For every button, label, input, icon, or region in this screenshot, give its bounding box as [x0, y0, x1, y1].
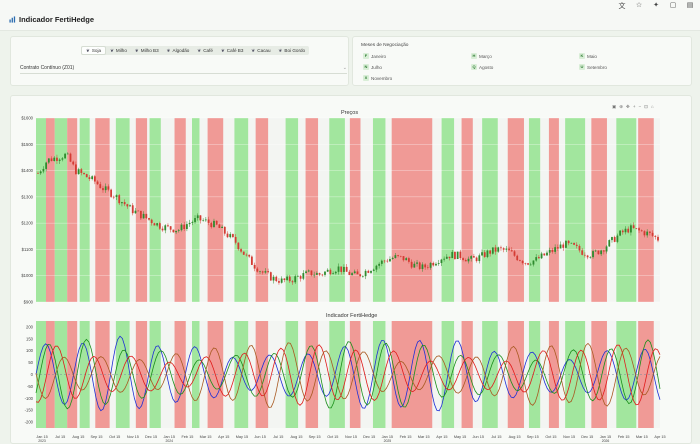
tab-boi-gordo[interactable]: ❦ Boi Gordo: [275, 46, 310, 55]
tab-label: Algodão: [172, 48, 190, 53]
commodity-icon: ❦: [110, 47, 114, 53]
chevron-down-icon: ⌄: [342, 65, 347, 71]
app-title: Indicador FertiHedge: [9, 15, 94, 24]
month-name: Maio: [587, 53, 597, 59]
months-legend-title: Meses de Negociação: [361, 43, 409, 48]
star-icon[interactable]: ☆: [635, 2, 643, 9]
tab-café-b3[interactable]: ❦ Café B3: [217, 46, 247, 55]
tab-milho[interactable]: ❦ Milho: [106, 46, 131, 55]
months-legend-card: Meses de Negociação F Janeiro H Março K Maio N…: [352, 36, 692, 86]
month-name: Agosto: [479, 64, 494, 70]
commodity-icon: ❦: [220, 47, 225, 53]
extensions-icon[interactable]: ✦: [653, 2, 659, 9]
tab-soja[interactable]: ❦ Soja: [81, 46, 107, 55]
month-legend-item: F Janeiro: [363, 53, 386, 59]
chart-toolbar: ▣ ⊕ ✥ + − ⊡ ⌂: [612, 104, 654, 110]
month-name: Setembro: [587, 64, 607, 70]
app-header: Indicador FertiHedge: [0, 10, 700, 31]
tab-label: Boi Gordo: [284, 48, 306, 53]
zoom-icon[interactable]: ⊕: [619, 104, 624, 109]
price-chart-title: Preços: [341, 110, 359, 116]
autoscale-icon[interactable]: ⊡: [644, 104, 648, 109]
commodity-icon: ❦: [134, 47, 139, 53]
commodity-icon: ❦: [251, 47, 256, 53]
commodity-icon: ❦: [278, 47, 283, 53]
zoom-in-icon[interactable]: +: [632, 104, 636, 109]
tab-algodão[interactable]: ❦ Algodão: [163, 46, 194, 55]
commodity-icon: ❦: [166, 47, 171, 53]
month-legend-item: X Novembro: [363, 75, 392, 81]
month-legend-item: K Maio: [579, 53, 597, 59]
profile-icon[interactable]: ▢: [669, 2, 677, 9]
chart-icon: [9, 16, 16, 23]
menu-icon[interactable]: ▤: [686, 2, 694, 9]
tab-cacau[interactable]: ❦ Cacau: [247, 46, 274, 55]
tab-label: Soja: [91, 48, 102, 53]
reset-icon[interactable]: ⌂: [650, 104, 654, 109]
commodity-tabs: ❦ Soja ❦ Milho ❦ Milho B3 ❦ Algodão ❦ Café ❦ Café B…: [81, 46, 310, 55]
month-legend-item: H Março: [471, 53, 492, 59]
tab-label: Milho B3: [140, 48, 159, 53]
tab-café[interactable]: ❦ Café: [193, 46, 217, 55]
tab-label: Café: [203, 48, 213, 53]
commodity-icon: ❦: [197, 47, 202, 53]
month-legend-item: U Setembro: [579, 64, 607, 70]
month-code-badge: X: [363, 75, 369, 81]
tab-milho-b3[interactable]: ❦ Milho B3: [131, 46, 163, 55]
contract-select-value: Contrato Contínuo (Z01): [20, 65, 75, 71]
month-legend-item: Q Agosto: [471, 64, 493, 70]
tab-label: Café B3: [226, 48, 244, 53]
month-legend-item: N Julho: [363, 64, 382, 70]
month-name: Julho: [371, 64, 382, 70]
translate-icon[interactable]: 文: [618, 3, 626, 10]
month-code-badge: Q: [471, 64, 477, 70]
month-code-badge: K: [579, 53, 585, 59]
month-code-badge: H: [471, 53, 477, 59]
browser-toolbar: 文 ☆ ✦ ▢ ▤: [0, 0, 700, 10]
tab-label: Cacau: [257, 48, 271, 53]
tab-label: Milho: [115, 48, 127, 53]
month-name: Janeiro: [371, 53, 387, 59]
zoom-out-icon[interactable]: −: [638, 104, 642, 109]
commodity-icon: ❦: [86, 47, 90, 53]
indicator-chart-title: Indicador FertiHedge: [326, 313, 378, 319]
commodity-card: ❦ Soja ❦ Milho ❦ Milho B3 ❦ Algodão ❦ Café ❦ Café B…: [10, 36, 349, 86]
contract-select[interactable]: Contrato Contínuo (Z01) ⌄: [20, 63, 347, 74]
pan-icon[interactable]: ✥: [626, 104, 630, 109]
camera-icon[interactable]: ▣: [612, 104, 617, 109]
month-code-badge: U: [579, 64, 585, 70]
charts-card: [10, 95, 692, 444]
month-code-badge: F: [363, 53, 369, 59]
month-code-badge: N: [363, 64, 369, 70]
month-name: Novembro: [371, 75, 393, 81]
month-name: Março: [479, 53, 492, 59]
